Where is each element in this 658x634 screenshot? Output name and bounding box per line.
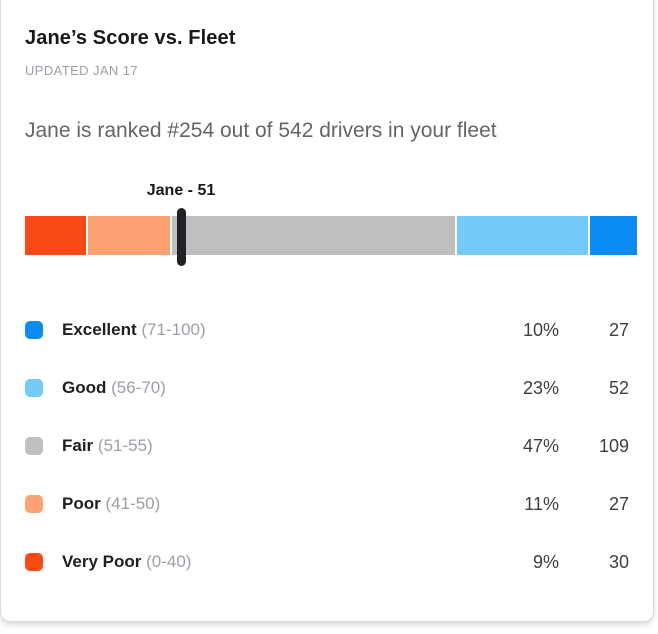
legend-percent-value: 11% xyxy=(524,493,559,514)
legend-category-name: Poor xyxy=(62,494,101,513)
legend-swatch-icon xyxy=(25,321,43,339)
legend-label: Poor (41-50) xyxy=(62,493,160,515)
score-legend: Excellent (71-100) 10% 27 Good (56-70) 23% 52… xyxy=(25,301,629,591)
legend-score-range: (71-100) xyxy=(136,320,206,339)
legend-count-value: 27 xyxy=(608,319,629,340)
legend-label: Very Poor (0-40) xyxy=(62,551,191,573)
jane-score-label: Jane - 51 xyxy=(146,182,216,199)
score-distribution-chart: Jane - 51 xyxy=(25,182,637,266)
legend-category-name: Good xyxy=(62,378,107,397)
legend-percent-value: 23% xyxy=(522,377,559,398)
legend-row-very-poor: Very Poor (0-40) 9% 30 xyxy=(25,533,629,591)
bar-segment-poor xyxy=(88,216,171,255)
legend-score-range: (51-55) xyxy=(93,436,153,455)
card-title: Jane’s Score vs. Fleet xyxy=(25,27,236,49)
legend-percent-value: 10% xyxy=(522,319,559,340)
legend-row-fair: Fair (51-55) 47% 109 xyxy=(25,417,629,475)
legend-count-value: 30 xyxy=(608,551,629,572)
legend-row-good: Good (56-70) 23% 52 xyxy=(25,359,629,417)
legend-row-excellent: Excellent (71-100) 10% 27 xyxy=(25,301,629,359)
legend-category-name: Fair xyxy=(62,436,94,455)
legend-score-range: (0-40) xyxy=(141,552,192,571)
jane-score-marker xyxy=(177,208,186,266)
updated-label: UPDATED JAN 17 xyxy=(25,63,138,78)
bar-segment-very-poor xyxy=(25,216,86,255)
legend-count-value: 109 xyxy=(598,435,629,456)
legend-swatch-icon xyxy=(25,553,43,571)
legend-score-range: (56-70) xyxy=(106,378,166,397)
legend-row-poor: Poor (41-50) 11% 27 xyxy=(25,475,629,533)
legend-percent-value: 9% xyxy=(532,551,559,572)
bar-segment-good xyxy=(457,216,588,255)
score-card: Jane’s Score vs. Fleet UPDATED JAN 17 Ja… xyxy=(0,0,654,622)
legend-score-range: (41-50) xyxy=(100,494,161,513)
legend-swatch-icon xyxy=(25,379,43,397)
legend-label: Excellent (71-100) xyxy=(62,319,206,341)
legend-swatch-icon xyxy=(25,437,43,455)
legend-category-name: Excellent xyxy=(62,320,137,339)
legend-count-value: 52 xyxy=(608,377,629,398)
legend-percent-value: 47% xyxy=(522,435,559,456)
legend-swatch-icon xyxy=(25,495,43,513)
rank-text: Jane is ranked #254 out of 542 drivers i… xyxy=(25,119,497,142)
bar-segment-excellent xyxy=(589,216,637,255)
distribution-bar xyxy=(25,216,637,255)
legend-category-name: Very Poor xyxy=(62,552,142,571)
legend-label: Good (56-70) xyxy=(62,377,166,399)
legend-count-value: 27 xyxy=(608,493,629,514)
legend-label: Fair (51-55) xyxy=(62,435,153,457)
bar-segment-fair xyxy=(172,216,456,255)
